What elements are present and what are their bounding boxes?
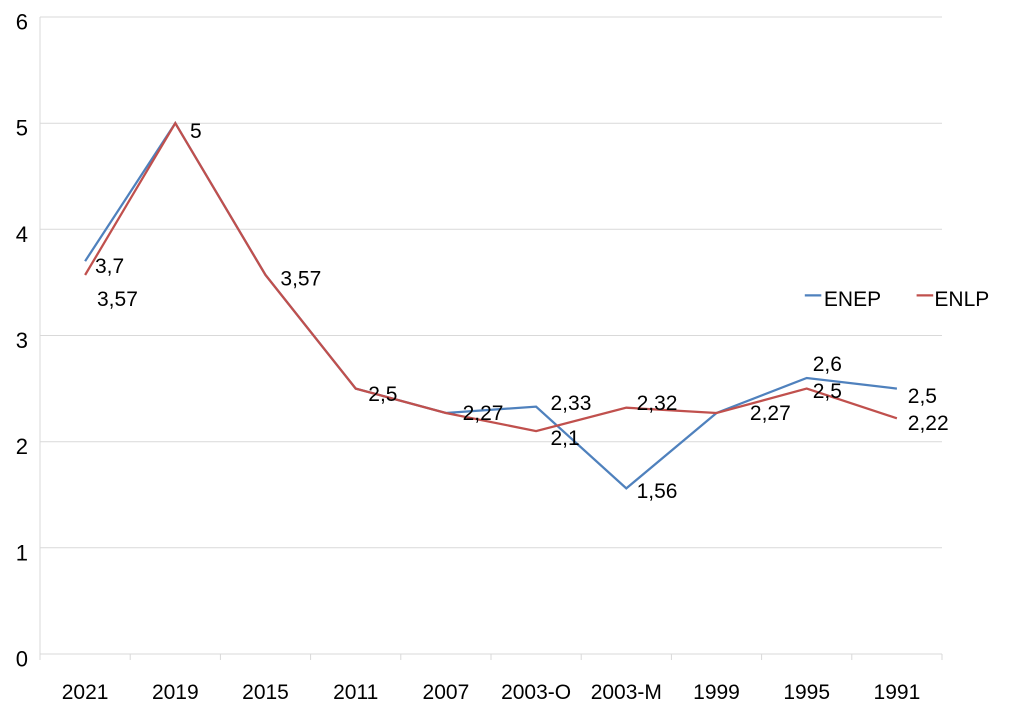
svg-text:3: 3 xyxy=(16,328,28,353)
svg-text:5: 5 xyxy=(190,120,202,143)
svg-text:2019: 2019 xyxy=(152,681,199,704)
svg-text:2021: 2021 xyxy=(62,681,109,704)
svg-text:2: 2 xyxy=(16,434,28,459)
svg-text:2007: 2007 xyxy=(423,681,470,704)
svg-text:2,5: 2,5 xyxy=(908,385,937,408)
svg-text:2,6: 2,6 xyxy=(813,353,842,376)
svg-text:1: 1 xyxy=(16,540,28,565)
svg-text:2003-O: 2003-O xyxy=(501,681,571,704)
svg-text:2,22: 2,22 xyxy=(908,412,949,435)
svg-text:6: 6 xyxy=(16,10,28,35)
svg-text:1,56: 1,56 xyxy=(637,480,678,503)
svg-text:2003-M: 2003-M xyxy=(591,681,662,704)
svg-text:2,33: 2,33 xyxy=(551,392,592,415)
svg-text:0: 0 xyxy=(16,647,28,672)
svg-text:1999: 1999 xyxy=(693,681,740,704)
svg-text:3,7: 3,7 xyxy=(95,255,124,278)
svg-text:4: 4 xyxy=(16,222,28,247)
svg-text:1991: 1991 xyxy=(874,681,921,704)
svg-text:2,32: 2,32 xyxy=(637,392,678,415)
svg-text:2,5: 2,5 xyxy=(368,383,397,406)
svg-text:1995: 1995 xyxy=(783,681,830,704)
svg-text:2,5: 2,5 xyxy=(813,380,842,403)
svg-text:5: 5 xyxy=(16,116,28,141)
svg-text:3,57: 3,57 xyxy=(97,288,138,311)
svg-text:2,27: 2,27 xyxy=(463,402,504,425)
svg-text:2,1: 2,1 xyxy=(551,427,580,450)
svg-text:3,57: 3,57 xyxy=(280,268,321,291)
svg-text:ENEP: ENEP xyxy=(824,288,881,311)
svg-text:2,27: 2,27 xyxy=(750,402,791,425)
svg-text:2011: 2011 xyxy=(333,681,378,704)
svg-text:ENLP: ENLP xyxy=(934,288,989,311)
svg-text:2015: 2015 xyxy=(242,681,289,704)
